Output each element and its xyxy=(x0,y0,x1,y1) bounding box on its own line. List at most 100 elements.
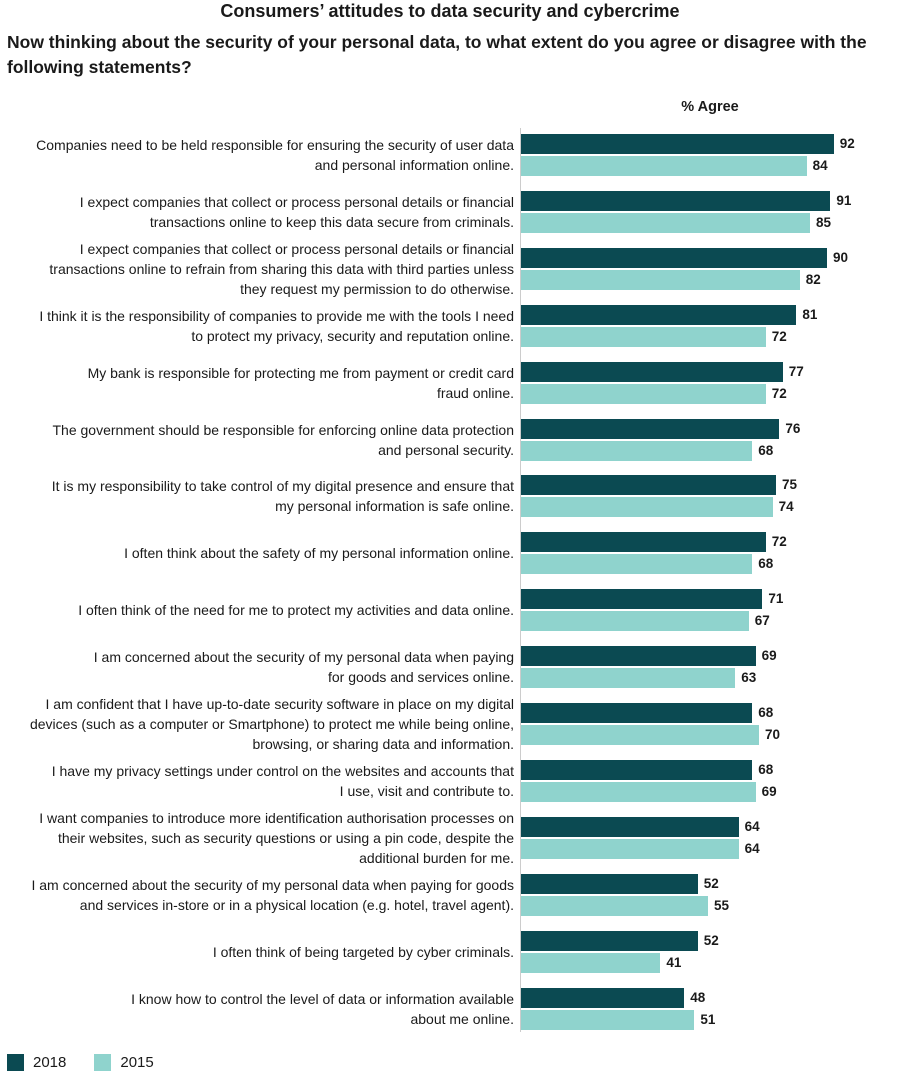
value-label-2018: 69 xyxy=(761,648,777,664)
bar-2015 xyxy=(521,668,736,689)
category-label-line: and personal security. xyxy=(378,441,514,458)
category-label-line: I think it is the responsibility of comp… xyxy=(39,307,514,324)
value-label-2015: 64 xyxy=(744,840,760,856)
bar-2018 xyxy=(521,816,739,837)
category-label: I often think about the safety of my per… xyxy=(2,543,514,563)
category-label-line: My bank is responsible for protecting me… xyxy=(87,364,514,381)
value-label-2018: 48 xyxy=(690,989,706,1005)
category-label-line: their websites, such as security questio… xyxy=(57,829,514,846)
bar-2018 xyxy=(521,304,797,325)
category-label-line: additional burden for me. xyxy=(359,849,514,866)
value-label-2015: 68 xyxy=(758,556,774,572)
category-label-line: they request my permission to do otherwi… xyxy=(240,280,514,297)
category-label-line: and services in-store or in a physical l… xyxy=(79,896,514,913)
bar-2018 xyxy=(521,418,780,439)
value-label-2015: 85 xyxy=(816,214,832,230)
value-label-2018: 64 xyxy=(744,818,760,834)
value-label-2018: 75 xyxy=(782,477,798,493)
value-label-2015: 74 xyxy=(778,499,794,515)
bar-2018 xyxy=(521,873,698,894)
chart-title: Consumers’ attitudes to data security an… xyxy=(220,1,680,21)
value-label-2018: 81 xyxy=(802,306,818,322)
category-label: I often think of being targeted by cyber… xyxy=(2,942,514,962)
category-label: I am concerned about the security of my … xyxy=(2,647,514,687)
value-label-2018: 71 xyxy=(768,591,784,607)
value-label-2015: 72 xyxy=(771,328,787,344)
bar-2015 xyxy=(521,440,753,461)
category-label-line: It is my responsibility to take control … xyxy=(51,478,514,495)
category-label-line: transactions online to keep this data se… xyxy=(149,213,514,230)
category-axis-line xyxy=(520,128,521,1032)
value-label-2015: 70 xyxy=(765,727,781,742)
bar-2018 xyxy=(521,247,827,268)
category-label: Companies need to be held responsible fo… xyxy=(2,135,514,175)
category-label-line: I am concerned about the security of my … xyxy=(31,876,514,893)
bar-2015 xyxy=(521,554,753,575)
bar-2015 xyxy=(521,212,810,233)
category-label-line: Companies need to be held responsible fo… xyxy=(36,137,514,153)
category-label: I think it is the responsibility of comp… xyxy=(2,306,514,346)
category-label-line: fraud online. xyxy=(436,384,514,401)
category-label-line: and personal information online. xyxy=(314,157,514,173)
value-label-2018: 52 xyxy=(703,875,719,891)
category-label-line: transactions online to refrain from shar… xyxy=(49,260,514,277)
category-label-line: I am confident that I have up-to-date se… xyxy=(45,696,514,712)
bar-2015 xyxy=(521,497,773,518)
category-label-line: devices (such as a computer or Smartphon… xyxy=(29,716,514,732)
category-label: I often think of the need for me to prot… xyxy=(2,600,514,620)
value-label-2018: 68 xyxy=(758,705,774,720)
bar-2015 xyxy=(521,952,661,973)
category-label: I have my privacy settings under control… xyxy=(2,761,514,801)
category-label-line: browsing, or sharing data and informatio… xyxy=(252,736,514,752)
value-label-2015: 51 xyxy=(700,1011,716,1027)
bar-2015 xyxy=(521,156,807,176)
value-label-2018: 68 xyxy=(758,761,774,777)
category-label-line: to protect my privacy, security and repu… xyxy=(191,327,514,344)
value-label-2015: 63 xyxy=(741,670,757,686)
legend: 2018 2015 xyxy=(7,1054,172,1071)
bar-2018 xyxy=(521,532,766,553)
value-label-2018: 77 xyxy=(788,363,804,379)
category-label-line: The government should be responsible for… xyxy=(52,421,514,438)
value-label-2018: 72 xyxy=(771,534,787,550)
bar-2018 xyxy=(521,759,753,780)
bar-2018 xyxy=(521,646,756,667)
legend-swatch-2018 xyxy=(7,1054,24,1071)
category-label: My bank is responsible for protecting me… xyxy=(2,363,514,403)
bar-2018 xyxy=(521,930,698,951)
category-label: I know how to control the level of data … xyxy=(2,989,514,1029)
category-label: It is my responsibility to take control … xyxy=(2,476,514,516)
bar-2015 xyxy=(521,611,749,632)
value-label-2015: 69 xyxy=(761,783,777,799)
category-label-line: I often think about the safety of my per… xyxy=(124,545,514,562)
bar-2018 xyxy=(521,134,834,154)
bar-2018 xyxy=(521,589,763,610)
category-label: I expect companies that collect or proce… xyxy=(2,192,514,232)
value-label-2015: 41 xyxy=(666,954,682,970)
legend-item-2015: 2015 xyxy=(94,1054,154,1071)
chart-subtitle: Now thinking about the security of your … xyxy=(7,32,867,77)
category-label: I want companies to introduce more ident… xyxy=(2,808,514,868)
category-label-line: I know how to control the level of data … xyxy=(131,990,514,1007)
legend-swatch-2015 xyxy=(94,1054,112,1071)
bar-2015 xyxy=(521,326,766,347)
bar-2018 xyxy=(521,190,831,211)
category-label-line: I use, visit and contribute to. xyxy=(339,782,514,799)
category-label-line: I often think of the need for me to prot… xyxy=(78,602,514,619)
value-label-2018: 92 xyxy=(839,136,855,151)
value-label-2018: 90 xyxy=(833,249,849,265)
category-label-line: I expect companies that collect or proce… xyxy=(79,240,514,257)
bar-2018 xyxy=(521,703,753,723)
legend-item-2018: 2018 xyxy=(7,1054,66,1071)
category-label-line: I often think of being targeted by cyber… xyxy=(212,943,514,960)
category-label: I am confident that I have up-to-date se… xyxy=(2,694,514,754)
legend-label-2018: 2018 xyxy=(33,1054,67,1071)
bar-2015 xyxy=(521,1009,695,1030)
bar-2018 xyxy=(521,361,783,382)
category-label-line: I have my privacy settings under control… xyxy=(51,762,514,779)
bar-2018 xyxy=(521,475,776,496)
category-label: The government should be responsible for… xyxy=(2,420,514,460)
value-label-2015: 82 xyxy=(805,271,821,287)
bar-2018 xyxy=(521,987,685,1008)
